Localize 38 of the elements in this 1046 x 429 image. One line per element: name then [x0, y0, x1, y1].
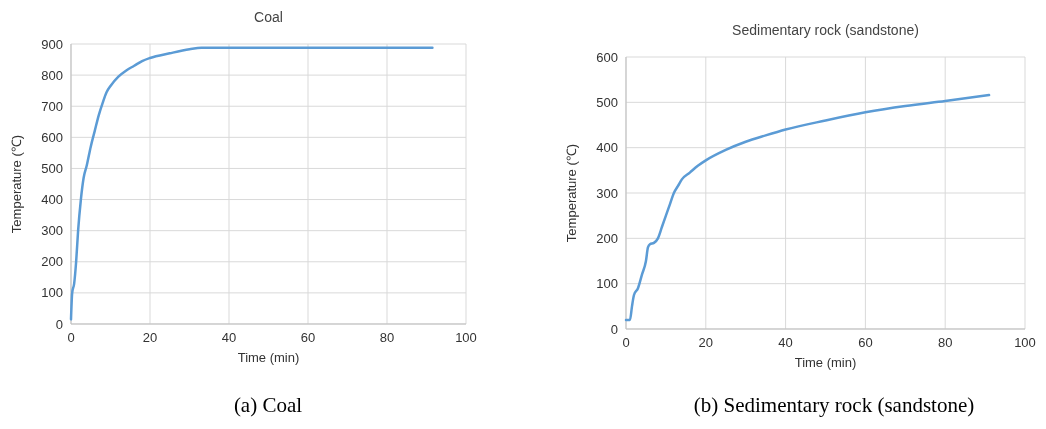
- y-tick-label: 200: [596, 230, 618, 246]
- y-tick-label: 500: [596, 94, 618, 110]
- x-axis-title: Time (min): [794, 355, 857, 370]
- y-tick-label: 800: [41, 67, 63, 83]
- y-tick-label: 900: [41, 36, 63, 52]
- y-tick-label: 700: [41, 98, 63, 114]
- y-tick-label: 500: [41, 160, 63, 176]
- y-tick-label: 100: [41, 285, 63, 301]
- x-axis-title: Time (min): [237, 350, 300, 365]
- x-tick-label: 40: [778, 335, 793, 350]
- chart-title: Sedimentary rock (sandstone): [732, 22, 919, 38]
- x-tick-label: 100: [455, 330, 477, 345]
- y-axis-title: Temperature (℃): [9, 134, 24, 234]
- y-tick-label: 600: [596, 49, 618, 65]
- y-tick-label: 200: [41, 254, 63, 270]
- y-tick-label: 0: [55, 316, 63, 332]
- x-tick-label: 60: [300, 330, 316, 345]
- y-tick-label: 300: [41, 223, 63, 239]
- x-tick-label: 60: [858, 335, 873, 350]
- text: (b) Sedimentary rock (sandstone): [693, 393, 975, 417]
- x-tick-label: 0: [622, 335, 630, 350]
- y-axis-title: Temperature (℃): [564, 143, 579, 243]
- x-tick-label: 100: [1014, 335, 1036, 350]
- line-series: [624, 93, 991, 322]
- y-tick-label: 400: [596, 140, 618, 156]
- x-tick-label: 20: [698, 335, 714, 350]
- x-tick-label: 80: [937, 335, 953, 350]
- x-tick-label: 20: [142, 330, 158, 345]
- y-tick-label: 600: [41, 129, 63, 145]
- chart-title: Coal: [254, 9, 283, 25]
- y-tick-label: 100: [596, 276, 618, 292]
- y-tick-label: 300: [596, 185, 618, 201]
- x-tick-label: 80: [379, 330, 395, 345]
- text: (a) Coal: [233, 393, 303, 417]
- x-tick-label: 40: [221, 330, 237, 345]
- line-series: [69, 46, 434, 321]
- x-tick-label: 0: [67, 330, 75, 345]
- y-tick-label: 400: [41, 192, 63, 208]
